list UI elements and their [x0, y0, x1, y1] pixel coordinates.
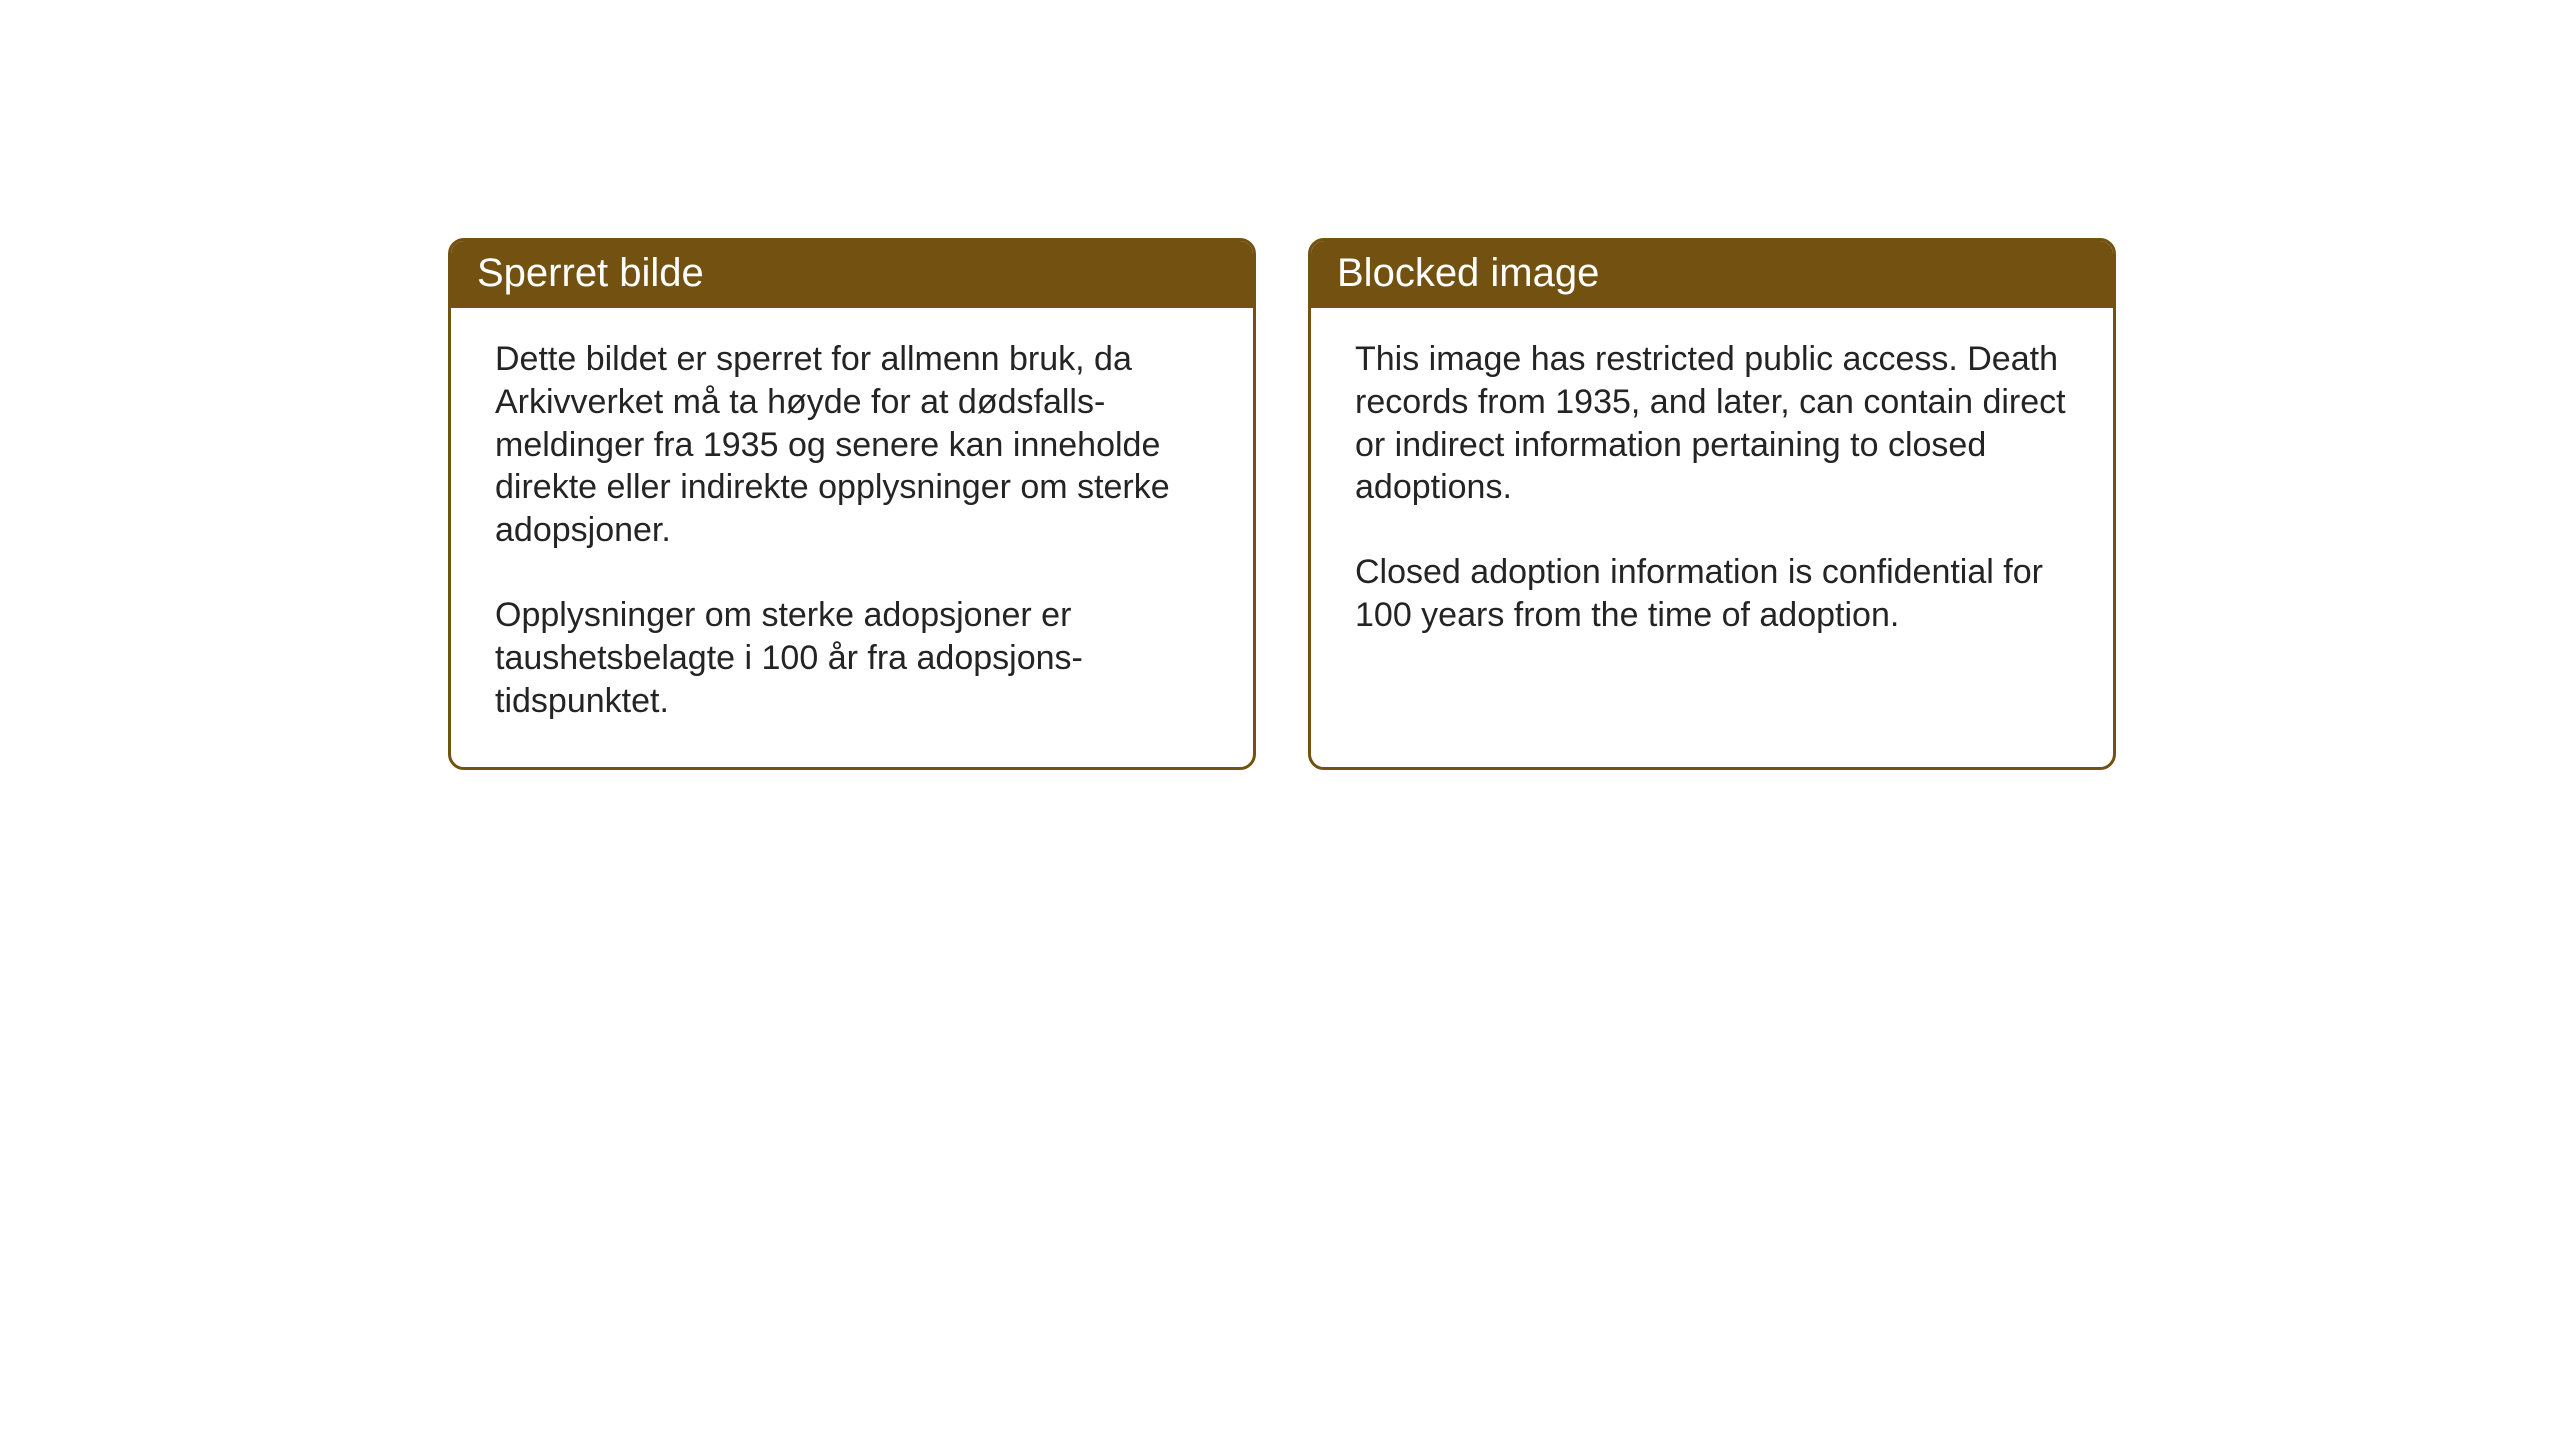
card-english-paragraph-1: This image has restricted public access.… — [1355, 338, 2069, 509]
card-english-body: This image has restricted public access.… — [1311, 308, 2113, 681]
card-norwegian-paragraph-1: Dette bildet er sperret for allmenn bruk… — [495, 338, 1209, 552]
cards-container: Sperret bilde Dette bildet er sperret fo… — [448, 238, 2116, 770]
card-english: Blocked image This image has restricted … — [1308, 238, 2116, 770]
card-norwegian: Sperret bilde Dette bildet er sperret fo… — [448, 238, 1256, 770]
card-norwegian-body: Dette bildet er sperret for allmenn bruk… — [451, 308, 1253, 767]
card-norwegian-header: Sperret bilde — [451, 241, 1253, 308]
card-english-header: Blocked image — [1311, 241, 2113, 308]
card-norwegian-paragraph-2: Opplysninger om sterke adopsjoner er tau… — [495, 594, 1209, 722]
card-english-paragraph-2: Closed adoption information is confident… — [1355, 551, 2069, 637]
